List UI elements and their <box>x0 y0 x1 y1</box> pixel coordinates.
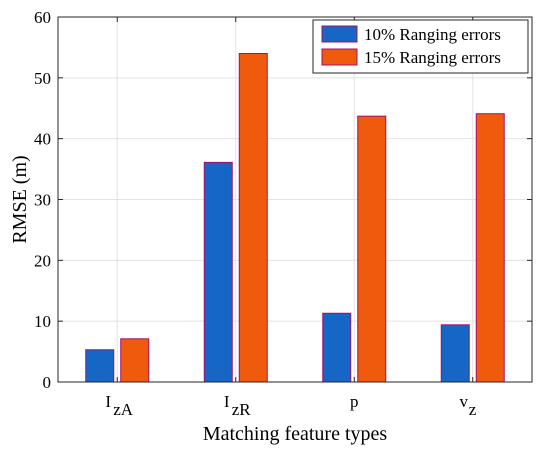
y-tick-label: 20 <box>34 251 51 270</box>
y-tick-label: 30 <box>34 191 51 210</box>
y-axis-label: RMSE (m) <box>9 155 31 243</box>
x-tick-label: I <box>224 392 230 411</box>
bar <box>238 53 268 383</box>
legend-label: 10% Ranging errors <box>364 25 501 44</box>
y-tick-label: 0 <box>43 373 52 392</box>
x-axis-label: Matching feature types <box>203 423 388 445</box>
y-tick-label: 40 <box>34 130 51 149</box>
x-tick-label-subscript: zA <box>113 400 134 419</box>
x-tick-label-subscript: z <box>469 400 477 419</box>
x-tick-label-subscript: zR <box>232 400 252 419</box>
x-tick-label: p <box>350 392 359 411</box>
bar <box>357 115 387 383</box>
y-tick-label: 50 <box>34 69 51 88</box>
x-tick-label: I <box>105 392 111 411</box>
legend-swatch <box>321 25 358 43</box>
bar <box>440 324 470 383</box>
bar <box>85 349 115 383</box>
legend-label: 15% Ranging errors <box>364 48 501 67</box>
bar <box>475 113 505 383</box>
bar <box>322 312 352 383</box>
x-tick-label: v <box>460 392 469 411</box>
y-tick-label: 60 <box>34 8 51 27</box>
y-tick-label: 10 <box>34 312 51 331</box>
legend-swatch <box>321 48 358 66</box>
bar <box>203 161 233 383</box>
bar <box>120 338 150 383</box>
